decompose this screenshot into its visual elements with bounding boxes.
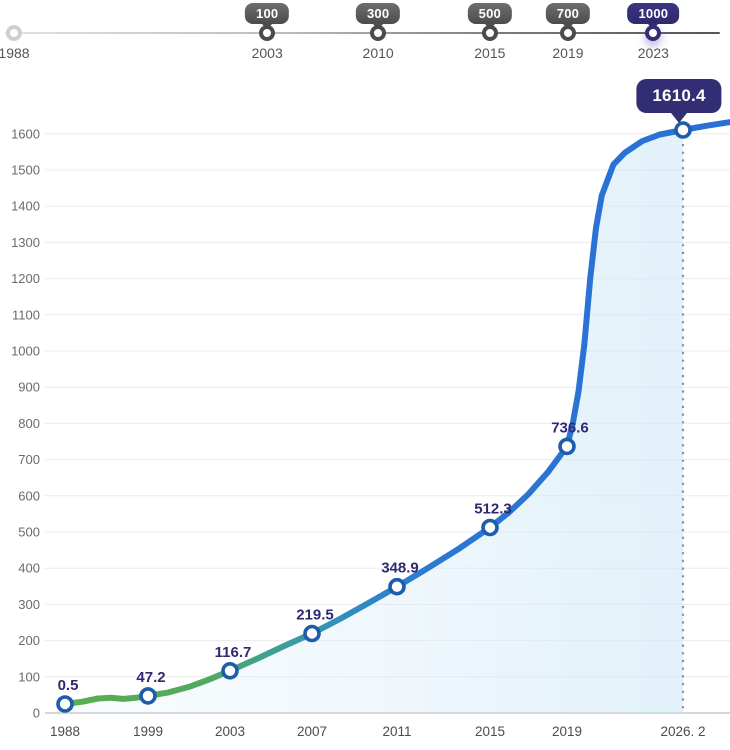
- milestone-year-label: 2023: [637, 45, 669, 61]
- data-label-4: 348.9: [381, 560, 419, 577]
- milestone-year-label: 2015: [474, 45, 506, 61]
- timeline-milestone-2023: 1000 2023: [598, 0, 708, 70]
- growth-line-chart: 0 100 200 300 400 500 600 700 800 900 1000 1100 1200…: [0, 70, 730, 745]
- timeline-milestone-2003: 100 2003: [212, 0, 322, 70]
- data-point-2011[interactable]: [388, 577, 406, 596]
- y-axis-label-1600: 1600: [11, 126, 40, 141]
- data-point-1999[interactable]: [139, 687, 157, 705]
- data-point-2003[interactable]: [221, 661, 239, 680]
- y-axis-label-500: 500: [18, 525, 40, 540]
- y-axis-label-1300: 1300: [11, 235, 40, 250]
- milestone-year-label: 2003: [251, 45, 283, 61]
- milestone-circle: [259, 25, 276, 41]
- y-axis-label-700: 700: [18, 452, 40, 467]
- milestone-year-label: 2010: [362, 45, 394, 61]
- timeline-start-label: 1988: [0, 45, 30, 61]
- y-axis-label-1400: 1400: [11, 199, 40, 214]
- timeline-start-circle: [6, 25, 22, 41]
- milestone-badge: 700: [545, 3, 591, 24]
- y-axis-label-900: 900: [18, 380, 40, 395]
- x-axis-label-2: 2003: [215, 724, 245, 739]
- x-axis-label-4: 2011: [382, 724, 411, 739]
- timeline-milestone-2015: 500 2015: [435, 0, 545, 70]
- milestone-circle: [559, 25, 576, 41]
- data-label-1: 47.2: [136, 669, 165, 686]
- x-axis-label-0: 1988: [50, 724, 80, 739]
- milestone-timeline: 1988 100 2003 300 2010 500: [0, 0, 730, 70]
- y-axis-label-1100: 1100: [12, 307, 40, 322]
- x-axis-label-5: 2015: [475, 724, 505, 739]
- y-axis-label-1200: 1200: [11, 271, 40, 286]
- data-point-2015[interactable]: [481, 518, 499, 537]
- data-label-0: 0.5: [58, 677, 79, 694]
- y-axis-label-400: 400: [18, 561, 40, 576]
- area-fill: [65, 130, 683, 713]
- data-label-5: 512.3: [474, 501, 512, 518]
- y-axis-label-100: 100: [18, 669, 40, 684]
- data-point-2019[interactable]: [558, 437, 576, 456]
- milestone-circle: [370, 25, 387, 41]
- milestone-badge: 100: [245, 3, 290, 24]
- milestone-badge: 500: [467, 3, 512, 24]
- data-point-2007[interactable]: [303, 624, 321, 643]
- data-label-6: 736.6: [551, 419, 589, 436]
- milestone-badge: 300: [355, 3, 401, 24]
- timeline-milestone-2019: 700 2019: [513, 0, 623, 70]
- timeline-track: [5, 32, 720, 34]
- x-axis-label-7: 2026. 2: [660, 724, 705, 739]
- timeline-milestone-2010: 300 2010: [323, 0, 433, 70]
- y-axis-label-1000: 1000: [11, 344, 40, 359]
- x-axis-label-3: 2007: [297, 724, 327, 739]
- data-label-3: 219.5: [296, 607, 334, 624]
- milestone-badge: 1000: [627, 3, 680, 24]
- milestone-circle: [645, 25, 662, 41]
- y-axis-label-800: 800: [18, 416, 40, 431]
- data-point-20262[interactable]: [674, 121, 692, 139]
- y-axis-label-200: 200: [18, 633, 40, 648]
- data-point-1988[interactable]: [56, 695, 74, 713]
- milestone-circle: [481, 25, 498, 41]
- x-axis-label-6: 2019: [552, 724, 582, 739]
- data-label-2: 116.7: [215, 644, 252, 661]
- y-axis-label-1500: 1500: [11, 163, 40, 178]
- chart-canvas: 0 100 200 300 400 500 600 700 800 900 1000 1100 1200…: [11, 119, 730, 739]
- x-axis-label-1: 1999: [133, 724, 163, 739]
- y-axis-label-300: 300: [18, 597, 40, 612]
- y-axis-label-600: 600: [18, 488, 40, 503]
- y-axis-label-0: 0: [33, 706, 40, 721]
- milestone-year-label: 2019: [552, 45, 584, 61]
- peak-badge-pointer-icon: [671, 113, 687, 131]
- peak-value-badge: 1610.4: [636, 79, 722, 113]
